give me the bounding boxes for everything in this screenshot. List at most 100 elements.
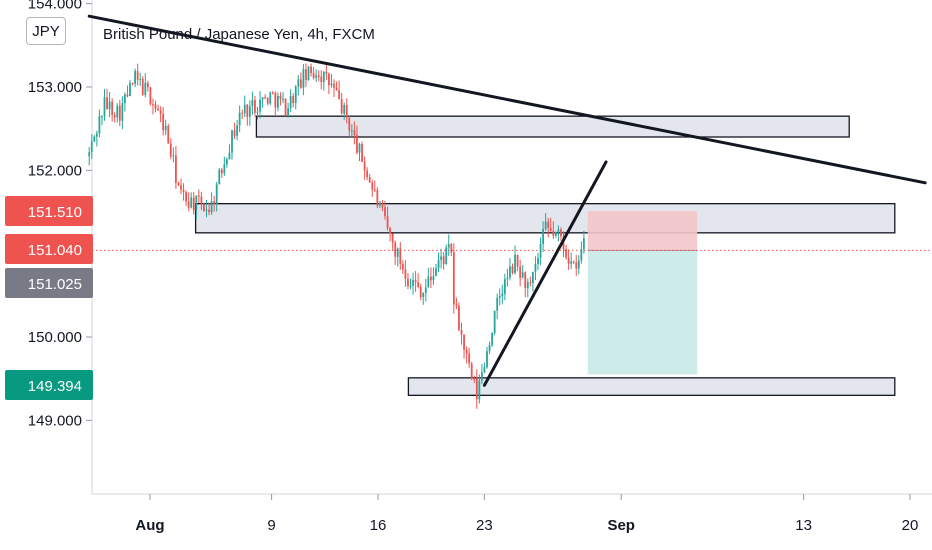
x-tick-label: Aug: [135, 517, 164, 534]
candle-body: [177, 182, 180, 186]
candle-body: [139, 78, 142, 80]
price-badge-stop: [5, 196, 93, 226]
y-tick-label: 153.000: [28, 79, 82, 96]
candle-body: [289, 95, 292, 109]
candle-body: [98, 116, 101, 134]
candle-body: [519, 266, 522, 278]
candle-body: [264, 97, 267, 99]
candle-body: [394, 242, 397, 257]
candle-body: [152, 104, 154, 106]
chart-title: British Pound / Japanese Yen, 4h, FXCM: [103, 26, 375, 43]
candle-body: [93, 136, 96, 142]
candle-body: [269, 92, 272, 104]
candle-body: [575, 262, 578, 269]
zone-rectangle-3[interactable]: [407, 377, 896, 396]
candle-body: [493, 310, 496, 334]
candle-body: [475, 378, 478, 400]
candle-body: [320, 76, 323, 82]
candle-body: [236, 125, 238, 136]
trend-line-1[interactable]: [87, 14, 927, 185]
candle-body: [455, 304, 458, 306]
candle-body: [465, 349, 468, 354]
candle-body: [473, 378, 476, 380]
candle-body: [379, 202, 381, 206]
candle-body: [506, 277, 509, 280]
candle-body: [256, 111, 259, 113]
candle-body: [529, 282, 532, 284]
candle-body: [557, 229, 560, 232]
candle-body: [187, 201, 190, 208]
candle-body: [414, 280, 417, 283]
candle-body: [315, 75, 318, 78]
candle-body: [532, 271, 534, 283]
candle-body: [238, 112, 241, 126]
candle-body: [356, 134, 358, 153]
candle-body: [251, 99, 254, 107]
candle-body: [88, 152, 91, 157]
candle-body: [577, 260, 580, 269]
candle-body: [450, 244, 453, 253]
position-stop-area[interactable]: [587, 211, 698, 251]
candle-body: [108, 101, 111, 110]
candle-body: [407, 278, 409, 287]
candle-body: [282, 98, 284, 100]
y-tick-label: 152.000: [28, 162, 82, 179]
candle-body: [565, 249, 567, 258]
candle-body: [437, 259, 440, 269]
position-target-area[interactable]: [587, 250, 698, 375]
candle-body: [552, 230, 555, 236]
candle-body: [95, 133, 98, 137]
candle-body: [103, 97, 106, 117]
candle-body: [106, 97, 108, 110]
candle-body: [248, 106, 251, 117]
candle-body: [503, 279, 506, 294]
candle-body: [521, 272, 524, 278]
candle-body: [544, 221, 547, 229]
candle-body: [358, 144, 361, 153]
candle-body: [371, 182, 374, 190]
trend-line-2[interactable]: [482, 160, 608, 387]
candle-body: [261, 97, 264, 100]
candle-body: [386, 216, 389, 229]
candle-body: [292, 95, 295, 103]
candle-body: [442, 256, 445, 265]
candle-body: [547, 221, 550, 228]
candle-body: [463, 334, 465, 350]
candle-body: [567, 257, 570, 264]
candle-body: [373, 189, 376, 191]
candle-body: [210, 201, 213, 213]
candle-body: [343, 105, 346, 114]
price-badge-label: 151.025: [28, 276, 82, 293]
candle-body: [90, 141, 93, 153]
candle-body: [197, 195, 200, 197]
candle-body: [350, 130, 353, 132]
candle-body: [310, 66, 312, 74]
candle-body: [287, 108, 289, 116]
candle-body: [539, 244, 542, 258]
candle-body: [516, 254, 519, 267]
candle-body: [271, 92, 274, 94]
candle-body: [328, 73, 330, 86]
candle-body: [404, 269, 407, 279]
candle-body: [583, 238, 585, 250]
candle-body: [427, 276, 430, 288]
candle-body: [430, 276, 432, 281]
candle-body: [366, 170, 369, 178]
candle-body: [542, 228, 544, 245]
candle-body: [144, 82, 147, 95]
candle-body: [549, 227, 552, 231]
candle-body: [452, 252, 455, 305]
y-tick-label: 154.000: [28, 0, 82, 13]
candle-body: [580, 249, 583, 261]
symbol-currency-button[interactable]: JPY: [26, 17, 66, 45]
candle-body: [514, 254, 516, 273]
candle-body: [560, 229, 562, 237]
candle-body: [312, 73, 315, 78]
candle-body: [243, 104, 246, 114]
candle-body: [259, 99, 261, 112]
zone-rectangle-1[interactable]: [255, 115, 850, 138]
candle-body: [284, 98, 287, 116]
candle-body: [231, 130, 233, 153]
candle-body: [460, 330, 463, 335]
